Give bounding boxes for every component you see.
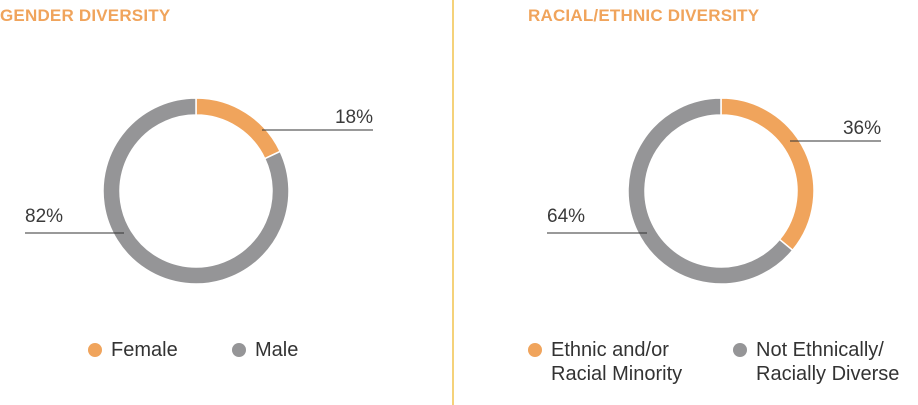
gender-diversity-title: GENDER DIVERSITY — [0, 6, 171, 25]
donut-slice-not-ethnically-racially-diverse — [627, 97, 794, 285]
legend-swatch-female — [88, 343, 102, 357]
donut-slice-female — [195, 97, 282, 160]
legend-swatch-not-diverse — [733, 343, 747, 357]
legend-label-ethnic-minority: Ethnic and/or Racial Minority — [551, 339, 683, 385]
legend-item-male: Male — [232, 338, 298, 362]
donut-slice-male — [102, 97, 290, 285]
legend-label-female: Female — [111, 339, 178, 361]
legend-swatch-male — [232, 343, 246, 357]
legend-item-not-diverse: Not Ethnically/ Racially Diverse — [733, 338, 899, 386]
value-label-not-ethnically-racially-diverse: 64% — [547, 206, 585, 227]
value-label-female: 18% — [335, 107, 373, 128]
panel-divider — [452, 0, 454, 405]
legend-item-ethnic-minority: Ethnic and/or Racial Minority — [528, 338, 682, 386]
value-label-male: 82% — [25, 206, 63, 227]
value-label-ethnic-and-or-racial-minority: 36% — [843, 118, 881, 139]
gender-donut-chart: 18% 82% — [25, 97, 373, 285]
racial-ethnic-diversity-panel: RACIAL/ETHNIC DIVERSITY 36% 64% Ethnic an… — [453, 0, 918, 405]
racial-ethnic-donut-chart: 36% 64% — [547, 97, 881, 285]
legend-swatch-ethnic-minority — [528, 343, 542, 357]
gender-diversity-panel: GENDER DIVERSITY 18% 82% Female Male — [0, 0, 452, 405]
legend-label-not-diverse: Not Ethnically/ Racially Diverse — [756, 339, 900, 385]
legend-label-male: Male — [255, 339, 299, 361]
racial-ethnic-diversity-title: RACIAL/ETHNIC DIVERSITY — [528, 6, 760, 25]
donut-slice-ethnic-and-or-racial-minority — [720, 97, 815, 252]
legend-item-female: Female — [88, 338, 178, 362]
